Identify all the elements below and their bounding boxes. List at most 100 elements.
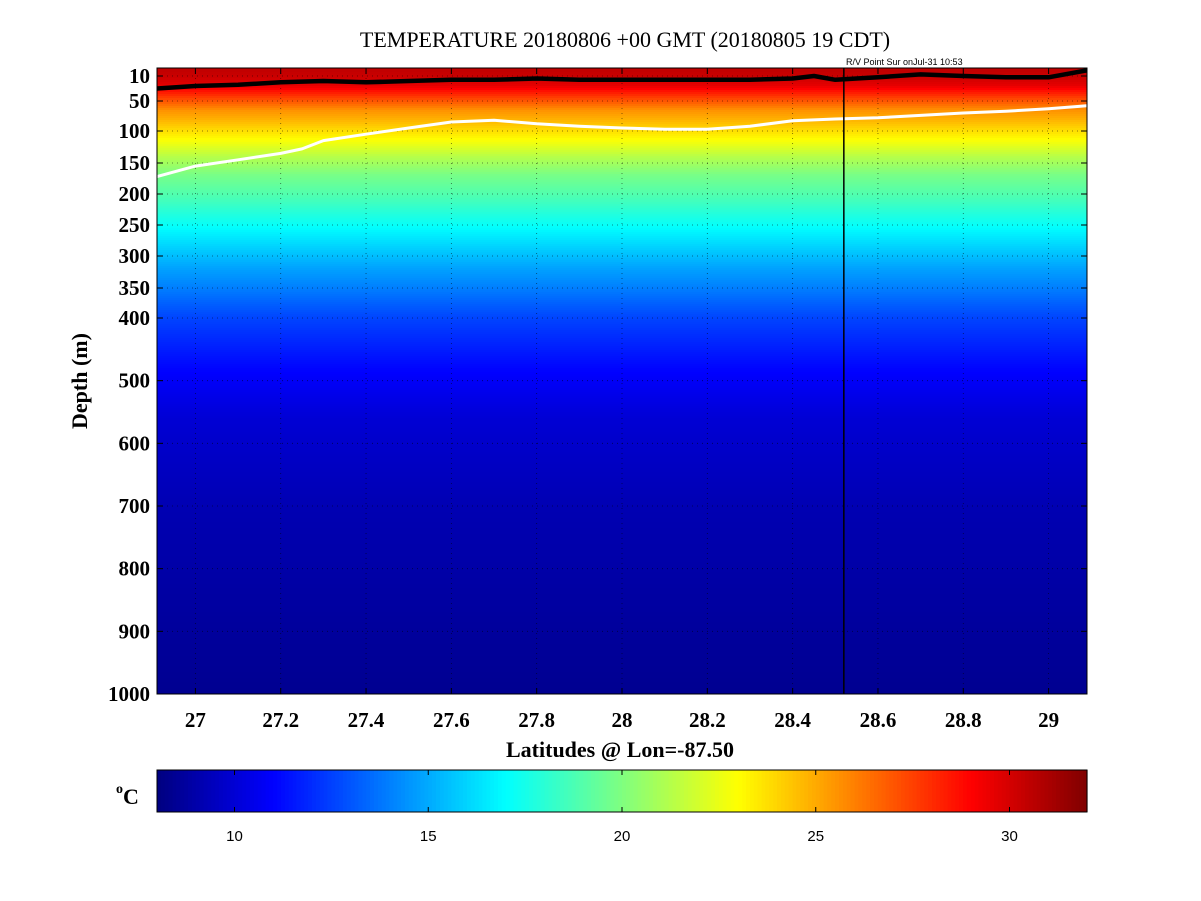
colorbar-cell [563, 770, 569, 812]
heatmap-band [157, 420, 1087, 423]
heatmap-band [157, 500, 1087, 503]
colorbar-cell [331, 770, 336, 812]
heatmap-band [157, 118, 1087, 121]
heatmap-band [157, 624, 1087, 627]
colorbar-cell [746, 770, 751, 812]
colorbar-cell [191, 770, 197, 812]
heatmap-band [157, 656, 1087, 659]
heatmap-band [157, 666, 1087, 669]
heatmap-band [157, 280, 1087, 283]
heatmap-band [157, 296, 1087, 299]
heatmap-band [157, 654, 1087, 657]
colorbar-cell [966, 770, 972, 812]
colorbar-cell [459, 770, 464, 812]
heatmap-band [157, 550, 1087, 553]
colorbar-cell [742, 770, 747, 812]
heatmap-band [157, 538, 1087, 541]
heatmap-band [157, 218, 1087, 221]
heatmap-band [157, 516, 1087, 519]
heatmap-band [157, 236, 1087, 239]
colorbar-cell [897, 770, 902, 812]
colorbar-cell [842, 770, 848, 812]
colorbar-cell [606, 770, 611, 812]
colorbar-cell [494, 770, 499, 812]
heatmap-band [157, 346, 1087, 349]
colorbar-cell [986, 770, 991, 812]
colorbar-cell [532, 770, 538, 812]
colorbar-cell [308, 770, 313, 812]
heatmap-band [157, 486, 1087, 489]
x-tick-label: 27.2 [262, 708, 299, 732]
colorbar-cell [800, 770, 805, 812]
colorbar-cell [1079, 770, 1084, 812]
heatmap-band [157, 438, 1087, 441]
heatmap-band [157, 276, 1087, 279]
colorbar-cell [990, 770, 995, 812]
chart-title: TEMPERATURE 20180806 +00 GMT (20180805 1… [360, 27, 890, 52]
heatmap-band [157, 368, 1087, 371]
y-tick-label: 900 [119, 619, 151, 643]
colorbar-cell [622, 770, 627, 812]
colorbar-cell [866, 770, 871, 812]
colorbar-cell [858, 770, 863, 812]
colorbar-cell [335, 770, 340, 812]
grid-lines [157, 68, 1087, 694]
heatmap-band [157, 638, 1087, 641]
colorbar-cell [389, 770, 394, 812]
heatmap-band [157, 444, 1087, 447]
colorbar-cell [292, 770, 298, 812]
heatmap-band [157, 434, 1087, 437]
colorbar-cell [780, 770, 786, 812]
heatmap-band [157, 386, 1087, 389]
colorbar-cell [718, 770, 724, 812]
heatmap-band [157, 648, 1087, 651]
x-axis-ticks: 27 27.2 27.4 27.6 27.8 28 28.2 28.4 28.6 28.8 29 [185, 68, 1059, 732]
heatmap-band [157, 350, 1087, 353]
colorbar-cell [560, 770, 565, 812]
heatmap-band [157, 684, 1087, 687]
colorbar-tick-label: 15 [420, 828, 437, 845]
heatmap-band [157, 114, 1087, 117]
colorbar-cell [474, 770, 480, 812]
colorbar-cell [393, 770, 398, 812]
heatmap-band [157, 74, 1087, 77]
heatmap-band [157, 290, 1087, 293]
heatmap-band [157, 440, 1087, 443]
heatmap-band [157, 448, 1087, 451]
heatmap-band [157, 190, 1087, 193]
heatmap-band [157, 186, 1087, 189]
heatmap-band [157, 264, 1087, 267]
heatmap-band [157, 566, 1087, 569]
heatmap-band [157, 388, 1087, 391]
heatmap-band [157, 650, 1087, 653]
colorbar-cell [784, 770, 790, 812]
heatmap-band [157, 140, 1087, 143]
heatmap-band [157, 536, 1087, 539]
colorbar-cell [684, 770, 689, 812]
colorbar-cell [370, 770, 375, 812]
colorbar-cell [862, 770, 867, 812]
colorbar-tick-label: 30 [1001, 828, 1018, 845]
colorbar-cell [839, 770, 844, 812]
colorbar-cell [548, 770, 553, 812]
colorbar-cell [598, 770, 604, 812]
colorbar-cell [846, 770, 852, 812]
heatmap-band [157, 680, 1087, 683]
colorbar-cell [753, 770, 759, 812]
heatmap-band [157, 574, 1087, 577]
heatmap-band [157, 94, 1087, 97]
colorbar-cell [300, 770, 305, 812]
colorbar-cell [261, 770, 267, 812]
colorbar-cell [594, 770, 600, 812]
heatmap-band [157, 336, 1087, 339]
y-tick-label: 500 [119, 369, 151, 393]
colorbar-cell [920, 770, 925, 812]
heatmap-band [157, 168, 1087, 171]
heatmap-band [157, 116, 1087, 119]
colorbar-cell [602, 770, 608, 812]
colorbar-cell [354, 770, 360, 812]
colorbar-cell [470, 770, 476, 812]
colorbar-cell [664, 770, 670, 812]
colorbar-ticks: 10 15 20 25 30 [226, 770, 1018, 845]
